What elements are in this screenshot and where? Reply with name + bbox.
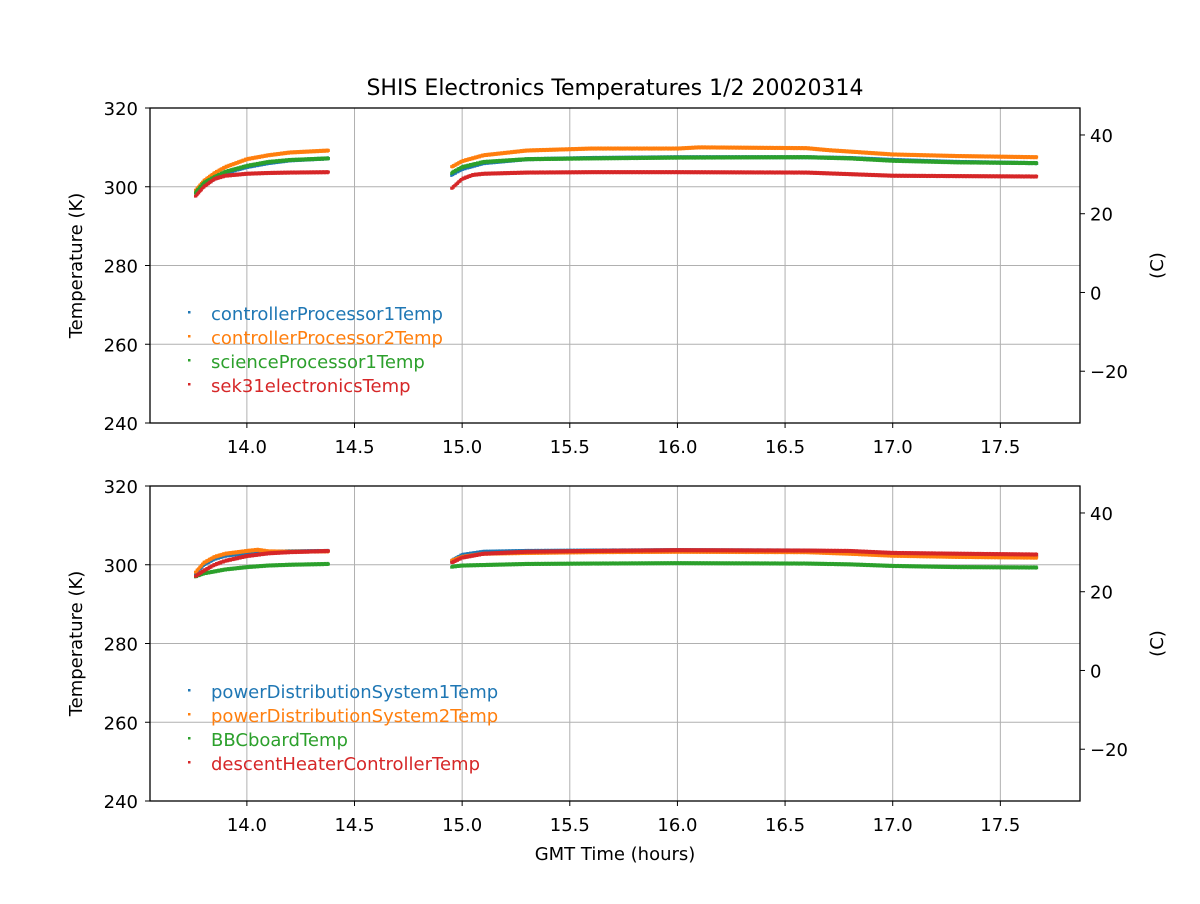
data-point bbox=[1036, 162, 1038, 165]
data-point bbox=[327, 157, 329, 160]
data-point bbox=[327, 171, 329, 174]
data-point bbox=[327, 149, 329, 152]
data-point bbox=[1036, 155, 1038, 158]
chart-title: SHIS Electronics Temperatures 1/2 200203… bbox=[366, 76, 863, 101]
